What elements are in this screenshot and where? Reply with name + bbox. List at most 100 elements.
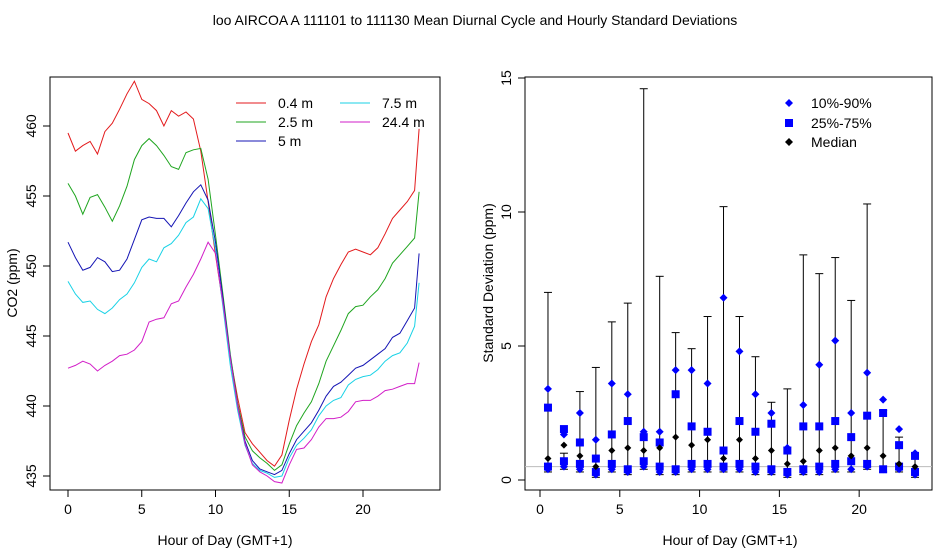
- right-series-marks: [543, 88, 920, 479]
- median-point: [704, 436, 712, 444]
- p75-point: [655, 438, 664, 447]
- left-x-tick-label: 10: [208, 501, 224, 517]
- right-x-tick-label: 5: [616, 501, 624, 517]
- p25-point: [767, 465, 776, 474]
- p90-point: [831, 336, 840, 345]
- p25-point: [751, 462, 760, 471]
- left-legend-label: 0.4 m: [278, 95, 313, 111]
- p25-point: [911, 467, 920, 476]
- right-y-tick-label: 15: [498, 70, 514, 86]
- left-legend-label: 2.5 m: [278, 114, 313, 130]
- right-y-tick-label: 5: [498, 342, 514, 350]
- p75-point: [735, 417, 744, 426]
- p75-point: [799, 422, 808, 431]
- median-point: [624, 444, 632, 452]
- median-point: [799, 457, 807, 465]
- left-series-line-1: [67, 137, 420, 472]
- left-y-tick-label: 460: [23, 114, 39, 138]
- left-x-tick-label: 0: [64, 501, 72, 517]
- p90-point: [687, 366, 696, 375]
- p90-point: [671, 366, 680, 375]
- left-y-tick-label: 440: [23, 394, 39, 418]
- left-series-line-0: [67, 80, 420, 467]
- p25-point: [543, 462, 552, 471]
- p25-point: [623, 465, 632, 474]
- p25-point: [671, 465, 680, 474]
- left-legend: 0.4 m 2.5 m 5 m 7.5 m 24.4 m: [236, 95, 425, 149]
- right-legend-marker: [785, 99, 793, 107]
- p75-point: [815, 422, 824, 431]
- p25-point: [655, 462, 664, 471]
- p25-point: [863, 459, 872, 468]
- right-x-tick-label: 15: [772, 501, 788, 517]
- p10-point: [847, 465, 856, 474]
- p75-point: [831, 417, 840, 426]
- p75-point: [863, 411, 872, 420]
- median-point: [640, 447, 648, 455]
- median-point: [751, 455, 759, 463]
- left-y-axis-label: CO2 (ppm): [4, 248, 20, 317]
- p90-point: [847, 409, 856, 417]
- p25-point: [575, 459, 584, 468]
- right-plot-frame: [524, 76, 933, 491]
- median-point: [544, 455, 552, 463]
- p90-point: [767, 409, 776, 417]
- left-y-tick-label: 445: [23, 324, 39, 348]
- p90-point: [575, 409, 584, 417]
- p90-point: [655, 427, 664, 436]
- median-point: [720, 455, 728, 463]
- right-legend-label: Median: [811, 134, 857, 150]
- p90-point: [735, 347, 744, 356]
- p25-point: [607, 459, 616, 468]
- right-x-tick-label: 10: [692, 501, 708, 517]
- p90-point: [895, 425, 904, 434]
- p90-point: [607, 379, 616, 388]
- p25-point: [719, 462, 728, 471]
- p75-point: [911, 451, 920, 460]
- p75-point: [575, 438, 584, 447]
- median-point: [847, 452, 855, 460]
- left-plot-frame: [49, 76, 441, 491]
- median-point: [831, 444, 839, 452]
- median-point: [672, 433, 680, 441]
- left-y-tick-label: 455: [23, 184, 39, 208]
- left-axis-ticks: 0 5 10 15 20 435 440 445 450 455 460: [23, 114, 371, 517]
- p25-point: [847, 457, 856, 466]
- p25-point: [783, 467, 792, 476]
- p90-point: [543, 384, 552, 393]
- right-legend-label: 10%-90%: [811, 95, 872, 111]
- right-legend: 10%-90% 25%-75% Median: [785, 95, 872, 150]
- median-point: [576, 452, 584, 460]
- p90-point: [863, 368, 872, 377]
- p25-point: [815, 462, 824, 471]
- right-y-axis-label: Standard Deviation (ppm): [480, 203, 496, 363]
- p90-point: [879, 395, 888, 404]
- left-legend-label: 7.5 m: [382, 95, 417, 111]
- p75-point: [607, 430, 616, 439]
- p75-point: [751, 427, 760, 436]
- right-legend-marker: [785, 119, 793, 127]
- right-x-tick-label: 20: [851, 501, 867, 517]
- median-point: [656, 444, 664, 452]
- p75-point: [767, 419, 776, 428]
- p75-point: [847, 433, 856, 442]
- p75-point: [591, 454, 600, 463]
- left-series-line-4: [67, 241, 420, 484]
- p75-point: [687, 422, 696, 431]
- right-axis-ticks: 0 5 10 15 20 0 5 10 15: [498, 70, 867, 517]
- p75-point: [671, 390, 680, 399]
- p25-point: [703, 459, 712, 468]
- p90-point: [703, 379, 712, 388]
- p75-point: [719, 446, 728, 455]
- median-point: [863, 444, 871, 452]
- left-x-tick-label: 20: [355, 501, 371, 517]
- left-x-tick-label: 5: [138, 501, 146, 517]
- left-series-lines: [67, 80, 420, 484]
- left-legend-label: 24.4 m: [382, 114, 425, 130]
- p75-point: [543, 403, 552, 412]
- median-point: [592, 463, 600, 471]
- p75-point: [559, 425, 568, 434]
- median-point: [911, 463, 919, 471]
- right-y-tick-label: 10: [498, 204, 514, 220]
